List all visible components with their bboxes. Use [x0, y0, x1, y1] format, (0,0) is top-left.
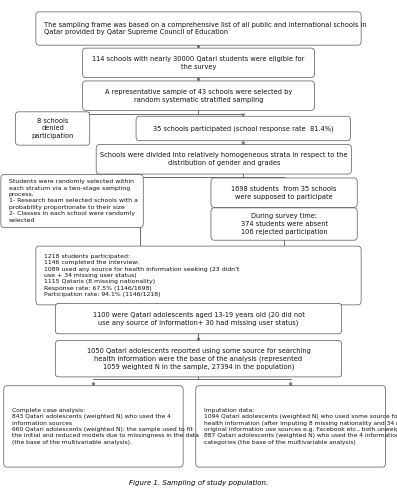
FancyBboxPatch shape: [136, 116, 351, 140]
FancyBboxPatch shape: [1, 174, 143, 228]
Text: 1218 students participated:
1146 completed the interview:
1089 used any source f: 1218 students participated: 1146 complet…: [44, 254, 239, 297]
Text: Schools were divided into relatively homogeneous strata in respect to the
distri: Schools were divided into relatively hom…: [100, 152, 347, 166]
FancyBboxPatch shape: [55, 304, 342, 334]
Text: Figure 1. Sampling of study population.: Figure 1. Sampling of study population.: [129, 480, 268, 486]
FancyBboxPatch shape: [83, 81, 314, 110]
FancyBboxPatch shape: [55, 340, 342, 377]
FancyBboxPatch shape: [15, 112, 90, 145]
Text: 8 schools
denied
participation: 8 schools denied participation: [31, 118, 74, 139]
FancyBboxPatch shape: [96, 144, 351, 174]
Text: 1100 were Qatari adolescents aged 13-19 years old (20 did not
use any source of : 1100 were Qatari adolescents aged 13-19 …: [93, 311, 304, 326]
FancyBboxPatch shape: [196, 386, 385, 467]
Text: 1698 students  from 35 schools
were supposed to participate: 1698 students from 35 schools were suppo…: [231, 186, 337, 200]
Text: Complete case analysis:
843 Qatari adolescents (weighted N) who used the 4
infor: Complete case analysis: 843 Qatari adole…: [12, 408, 198, 445]
FancyBboxPatch shape: [4, 386, 183, 467]
Text: 35 schools participated (school response rate  81.4%): 35 schools participated (school response…: [153, 125, 333, 132]
FancyBboxPatch shape: [36, 12, 361, 45]
FancyBboxPatch shape: [36, 246, 361, 305]
Text: A representative sample of 43 schools were selected by
random systematic stratif: A representative sample of 43 schools we…: [105, 89, 292, 102]
Text: Imputation data:
1094 Qatari adolescents (weighted N) who used some source for s: Imputation data: 1094 Qatari adolescents…: [204, 408, 397, 445]
Text: The sampling frame was based on a comprehensive list of all public and internati: The sampling frame was based on a compre…: [44, 22, 366, 36]
Text: 114 schools with nearly 30000 Qatari students were eligible for
the survey: 114 schools with nearly 30000 Qatari stu…: [93, 56, 304, 70]
Text: Students were randomly selected within
each stratum via a two-stage sampling
pro: Students were randomly selected within e…: [9, 180, 137, 222]
FancyBboxPatch shape: [83, 48, 314, 78]
FancyBboxPatch shape: [211, 178, 357, 208]
FancyBboxPatch shape: [211, 208, 357, 240]
Text: 1050 Qatari adolescents reported using some source for searching
health informat: 1050 Qatari adolescents reported using s…: [87, 348, 310, 370]
Text: During survey time:
374 students were absent
106 rejected participation: During survey time: 374 students were ab…: [241, 214, 328, 235]
